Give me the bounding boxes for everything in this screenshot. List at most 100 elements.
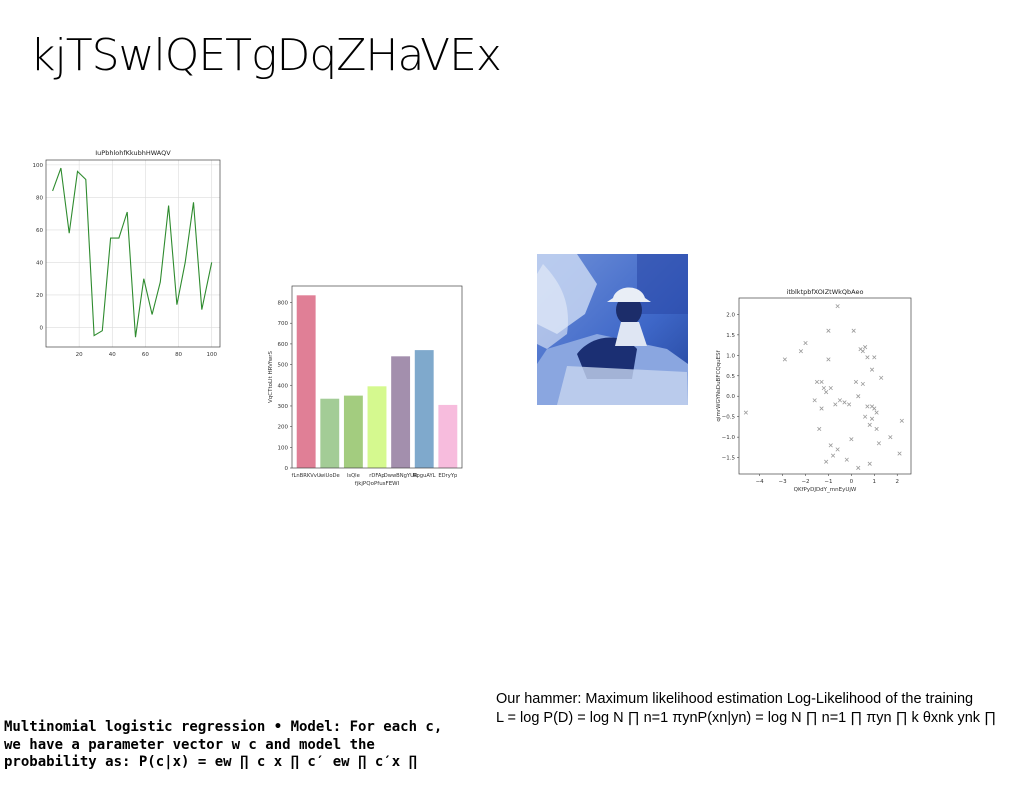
scatter-chart-point <box>849 437 854 442</box>
scatter-chart-point <box>872 355 877 360</box>
scatter-chart-point <box>863 345 868 350</box>
scatter-chart-ytick-label: 1.0 <box>726 353 735 359</box>
scatter-chart-point <box>867 422 872 427</box>
scatter-chart-point <box>830 453 836 458</box>
line-chart: IuPbhlohfKkubhHWAQV 20 40 60 80 100 0 20 40 60 80 1… <box>30 145 225 365</box>
bar-chart-bar <box>391 356 411 468</box>
scatter-chart-point <box>833 402 838 407</box>
scatter-chart-point <box>824 459 829 464</box>
scatter-chart-point <box>860 381 865 387</box>
bar-chart-ytick-label: 500 <box>278 363 289 369</box>
scatter-chart-xtick-label: −4 <box>756 479 765 485</box>
bar-chart-ylabel: VqCTtoLlt HRVfwrS <box>268 351 274 403</box>
bar-chart-ytick-label: 400 <box>278 383 289 389</box>
scatter-chart-point <box>819 379 824 384</box>
slide-title: kjTSwlQETgDqZHaVEx <box>30 30 502 81</box>
scatter-chart-title: itblktpbfXOIZtWkQbAeo <box>787 288 864 296</box>
scatter-chart: itblktpbfXOIZtWkQbAeo −4 −3 −2 −1 0 1 2 −1.5 −1.0… <box>712 283 917 498</box>
scatter-chart-point <box>865 355 870 360</box>
scatter-chart-point <box>819 406 824 411</box>
scatter-chart-xtick-label: 0 <box>850 479 854 485</box>
line-chart-ytick-label: 100 <box>33 163 44 169</box>
bar-chart-ytick-label: 100 <box>278 445 289 451</box>
line-chart-ytick-label: 20 <box>36 293 43 299</box>
scatter-chart-point <box>844 457 849 462</box>
bar-chart-ytick-label: 800 <box>278 301 289 307</box>
scatter-chart-point <box>828 443 833 448</box>
scatter-chart-point <box>837 398 842 403</box>
line-chart-title: IuPbhlohfKkubhHWAQV <box>95 149 171 157</box>
scatter-chart-point <box>826 357 831 362</box>
line-chart-xtick-label: 80 <box>175 352 182 358</box>
scatter-chart-point <box>869 416 875 421</box>
logistic-regression-text: Multinomial logistic regression • Model:… <box>4 719 443 770</box>
scatter-chart-ytick-label: 0.5 <box>726 374 735 380</box>
scatter-chart-xtick-label: −1 <box>824 479 832 485</box>
scatter-chart-point <box>835 447 840 452</box>
scatter-chart-point <box>824 390 829 395</box>
scatter-chart-point <box>828 385 833 391</box>
line-chart-ytick-label: 60 <box>36 228 43 234</box>
scatter-chart-xtick-label: 1 <box>873 479 877 485</box>
scatter-chart-point <box>835 304 840 309</box>
scatter-chart-point <box>803 340 808 346</box>
scatter-chart-xtick-label: −3 <box>779 479 788 485</box>
bar-chart-category-label: DwwBNgYUR <box>384 473 418 479</box>
bar-chart-category-label: EDryYp <box>438 473 458 479</box>
scatter-chart-point <box>846 402 852 407</box>
bar-chart-bar <box>343 395 363 468</box>
line-chart-series-line <box>52 167 213 338</box>
scatter-chart-ytick-label: −1.0 <box>722 435 736 441</box>
line-chart-xtick-label: 100 <box>206 352 217 358</box>
scatter-chart-point <box>899 418 904 423</box>
bar-chart-category-label: RpguAYL <box>413 473 436 479</box>
scatter-chart-xtick-label: −2 <box>801 479 809 485</box>
scatter-chart-point <box>782 357 787 362</box>
scatter-chart-point <box>897 451 902 456</box>
scatter-chart-point <box>874 410 879 415</box>
photo-person-blue-tint-icon <box>537 254 688 405</box>
scatter-chart-ytick-label: −1.5 <box>722 456 736 462</box>
scatter-chart-ytick-label: 0.0 <box>726 394 735 400</box>
bar-chart-ytick-label: 700 <box>278 321 289 327</box>
likelihood-line-1: Our hammer: Maximum likelihood estimatio… <box>496 691 974 707</box>
line-chart-ytick-label: 80 <box>36 195 43 201</box>
line-chart-xtick-label: 40 <box>109 352 116 358</box>
line-chart-xtick-label: 60 <box>142 352 149 358</box>
bar-chart-category-label: wiUoDe <box>320 473 340 479</box>
bar-chart-ytick-label: 300 <box>278 404 289 410</box>
scatter-chart-ytick-label: 2.0 <box>726 312 735 318</box>
scatter-chart-point <box>872 406 877 411</box>
bar-chart-xlabel: fjkjPQoPfusFEWI <box>355 481 400 487</box>
line-chart-ytick-label: 0 <box>40 325 44 331</box>
line-chart-frame <box>45 159 221 348</box>
scatter-chart-point <box>842 400 847 405</box>
photo <box>537 254 688 405</box>
bar-chart-ytick-label: 600 <box>278 342 289 348</box>
scatter-chart-point <box>879 375 884 380</box>
line-chart-xtick-label: 20 <box>76 352 83 358</box>
scatter-chart-point <box>853 379 859 384</box>
likelihood-text: Our hammer: Maximum likelihood estimatio… <box>496 690 1024 728</box>
scatter-chart-point <box>817 426 822 432</box>
scatter-chart-point <box>874 426 879 432</box>
bar-chart: 0 100 200 300 400 500 600 700 800 fLnBRKVvU wiUoDe… <box>265 282 470 494</box>
scatter-chart-point <box>865 404 870 409</box>
scatter-chart-point <box>869 367 875 372</box>
scatter-chart-xlabel: QKfPyDJDdY_mnEyUjW <box>794 487 857 493</box>
scatter-chart-point <box>812 398 817 403</box>
bar-chart-ytick-label: 0 <box>285 466 289 472</box>
bar-chart-bar <box>438 404 458 468</box>
bar-chart-category-label: fLnBRKVvU <box>292 473 321 479</box>
scatter-chart-point <box>860 349 865 354</box>
scatter-chart-point <box>856 394 861 399</box>
scatter-chart-frame <box>738 297 912 475</box>
scatter-chart-point <box>863 414 868 419</box>
line-chart-ytick-label: 40 <box>36 260 43 266</box>
scatter-chart-xtick-label: 2 <box>895 479 899 485</box>
bar-chart-category-label: rDFAp <box>369 473 385 479</box>
scatter-chart-point <box>876 441 881 446</box>
bar-chart-bar <box>414 350 434 468</box>
bar-chart-bar <box>320 398 340 468</box>
scatter-chart-point <box>867 461 872 466</box>
